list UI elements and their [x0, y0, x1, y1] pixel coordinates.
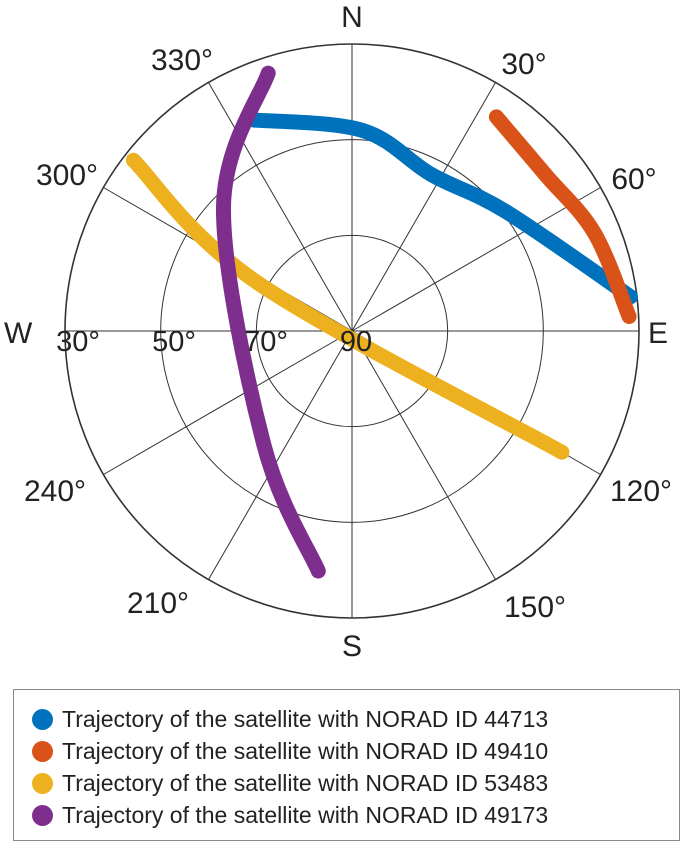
azimuth-label-240: 240° — [24, 475, 86, 508]
azimuth-label-60: 60° — [611, 163, 656, 196]
elevation-label-70: 70° — [244, 326, 288, 358]
azimuth-spoke — [351, 187, 601, 332]
label-layer: N E S W 30° 60° 120° 150° 210° 240° 300°… — [4, 1, 672, 663]
azimuth-label-150: 150° — [504, 591, 566, 624]
azimuth-label-300: 300° — [36, 159, 98, 192]
legend-label: Trajectory of the satellite with NORAD I… — [62, 769, 549, 796]
polar-grid — [64, 43, 640, 619]
legend-item: Trajectory of the satellite with NORAD I… — [32, 736, 548, 766]
legend-swatch — [32, 772, 53, 794]
south-label: S — [342, 630, 362, 663]
skyplot: N E S W 30° 60° 120° 150° 210° 240° 300°… — [4, 1, 672, 663]
azimuth-label-120: 120° — [610, 475, 672, 508]
azimuth-label-30: 30° — [501, 48, 546, 81]
legend-swatch — [32, 740, 53, 762]
legend-swatch — [32, 804, 53, 826]
azimuth-label-210: 210° — [127, 587, 189, 620]
satellite-trajectory — [246, 112, 638, 305]
legend-label: Trajectory of the satellite with NORAD I… — [62, 801, 549, 828]
elevation-label-50: 50° — [152, 326, 196, 358]
legend-item: Trajectory of the satellite with NORAD I… — [32, 800, 548, 830]
east-label: E — [648, 317, 668, 350]
satellite-trajectory — [125, 152, 570, 460]
satellite-trajectory — [488, 109, 637, 324]
azimuth-spoke — [103, 330, 353, 475]
legend: Trajectory of the satellite with NORAD I… — [13, 689, 680, 841]
legend-label: Trajectory of the satellite with NORAD I… — [62, 737, 549, 764]
azimuth-spoke — [208, 82, 353, 332]
azimuth-spoke — [351, 82, 496, 332]
legend-swatch — [32, 708, 53, 730]
legend-item: Trajectory of the satellite with NORAD I… — [32, 704, 548, 734]
trajectory-layer — [125, 65, 638, 579]
elevation-label-30: 30° — [56, 326, 100, 358]
north-label: N — [341, 1, 363, 34]
azimuth-label-330: 330° — [151, 44, 213, 77]
azimuth-spoke — [208, 330, 353, 580]
elevation-label-90: 90 — [340, 326, 372, 358]
west-label: W — [4, 317, 33, 350]
satellite-trajectory — [215, 65, 326, 579]
legend-label: Trajectory of the satellite with NORAD I… — [62, 705, 549, 732]
azimuth-spoke — [351, 330, 496, 580]
legend-item: Trajectory of the satellite with NORAD I… — [32, 768, 548, 798]
